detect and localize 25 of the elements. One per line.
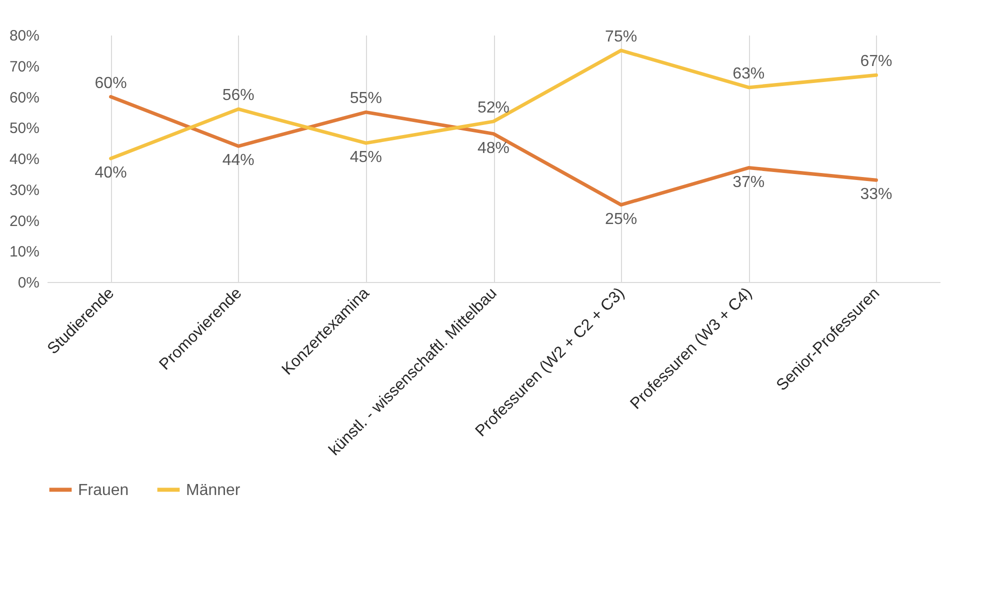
y-tick-label: 80% bbox=[9, 28, 40, 44]
data-label: 67% bbox=[860, 53, 892, 70]
data-label: 44% bbox=[222, 152, 254, 170]
data-label: 25% bbox=[605, 210, 638, 228]
data-label: 63% bbox=[732, 65, 765, 82]
data-label: 33% bbox=[860, 186, 892, 204]
data-label: 56% bbox=[222, 87, 254, 104]
y-tick-label: 70% bbox=[9, 58, 40, 76]
y-tick-label: 0% bbox=[18, 274, 40, 292]
data-label: 60% bbox=[94, 74, 127, 92]
legend-label: Männer bbox=[186, 482, 241, 499]
legend-label: Frauen bbox=[78, 482, 129, 499]
data-label: 37% bbox=[732, 174, 765, 191]
data-label: 48% bbox=[477, 140, 510, 157]
y-tick-label: 10% bbox=[9, 244, 40, 261]
y-tick-label: 20% bbox=[9, 212, 40, 230]
data-label: 55% bbox=[350, 90, 382, 108]
y-tick-label: 50% bbox=[9, 120, 40, 138]
y-tick-label: 60% bbox=[9, 89, 40, 106]
y-tick-label: 40% bbox=[9, 151, 40, 168]
data-label: 40% bbox=[94, 164, 127, 182]
y-tick-label: 30% bbox=[9, 182, 40, 199]
data-label: 52% bbox=[477, 99, 510, 116]
data-label: 75% bbox=[605, 28, 638, 46]
data-label: 45% bbox=[350, 149, 382, 166]
